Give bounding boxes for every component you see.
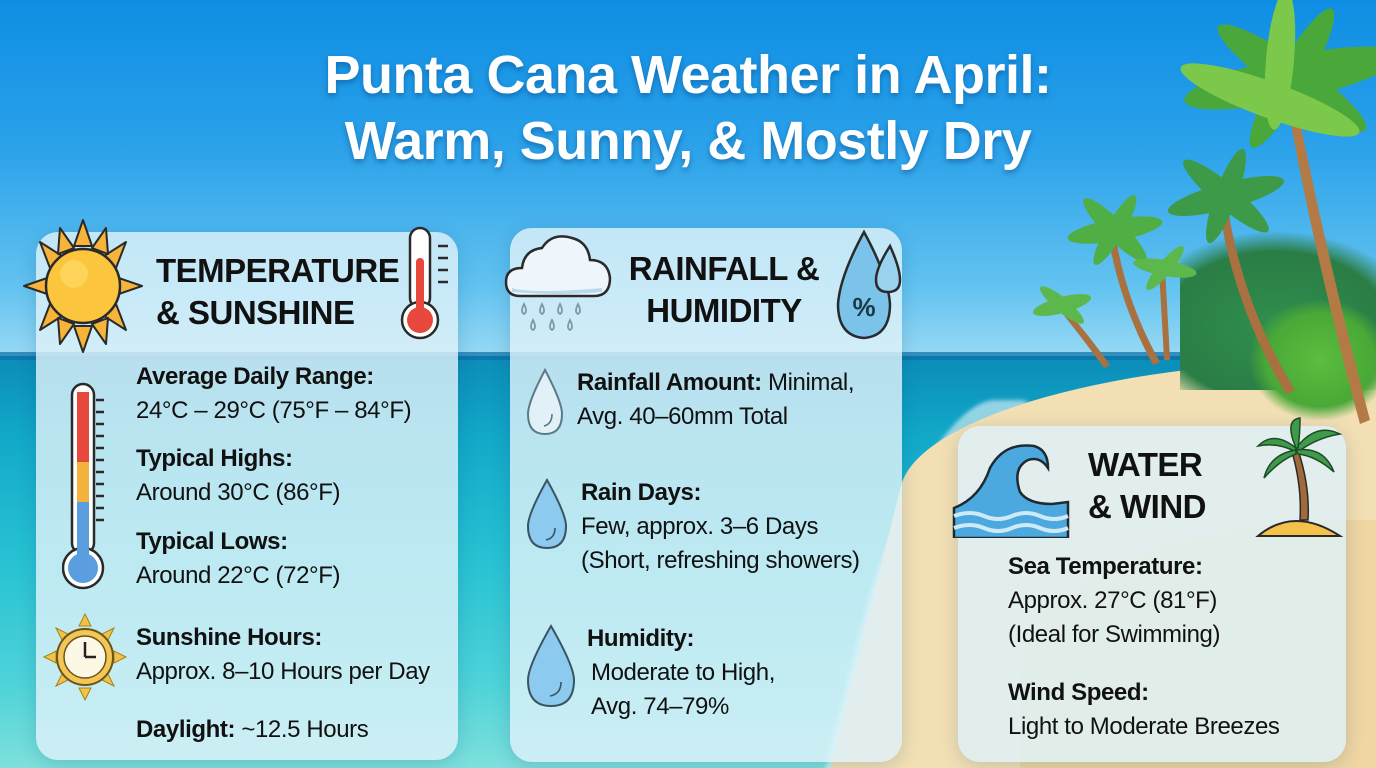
rainfall-card-heading: RAINFALL & HUMIDITY — [628, 250, 820, 329]
svg-text:%: % — [852, 292, 875, 322]
humidity-detail: Avg. 74–79% — [591, 693, 729, 720]
rain-days-detail: (Short, refreshing showers) — [581, 547, 860, 574]
humidity-row: Humidity: Moderate to High, Avg. 74–79% — [587, 624, 775, 722]
water-wind-card — [958, 426, 1346, 762]
rainfall-humidity-card — [510, 228, 902, 762]
typical-lows-label: Typical Lows: — [136, 528, 288, 555]
sea-temperature-value: Approx. 27°C (81°F) — [1008, 587, 1218, 614]
temperature-card-heading: TEMPERATURE & SUNSHINE — [156, 252, 400, 331]
average-daily-range-value: 24°C – 29°C (75°F – 84°F) — [136, 397, 412, 424]
water-card-heading: WATER & WIND — [1088, 446, 1206, 525]
thermometer-gauge-icon — [62, 382, 105, 590]
water-drop-icon — [526, 477, 568, 550]
rain-days-value: Few, approx. 3–6 Days — [581, 513, 819, 540]
title-line-2: Warm, Sunny, & Mostly Dry — [344, 111, 1032, 171]
typical-highs-row: Typical Highs: Around 30°C (86°F) — [136, 444, 340, 508]
wind-speed-value: Light to Moderate Breezes — [1008, 713, 1280, 740]
average-daily-range-row: Average Daily Range: 24°C – 29°C (75°F –… — [136, 362, 412, 426]
wave-icon — [952, 444, 1070, 538]
typical-highs-value: Around 30°C (86°F) — [136, 479, 341, 506]
sunshine-hours-label: Sunshine Hours: — [136, 624, 323, 651]
water-drop-outline-icon — [526, 367, 564, 436]
humidity-percent-drop-icon: % — [836, 229, 902, 340]
typical-lows-row: Typical Lows: Around 22°C (72°F) — [136, 527, 340, 591]
wind-speed-label: Wind Speed: — [1008, 679, 1149, 706]
sun-clock-icon — [42, 612, 128, 702]
average-daily-range-label: Average Daily Range: — [136, 363, 374, 390]
rainfall-amount-value: Minimal, — [761, 369, 855, 396]
page-title: Punta Cana Weather in April: Warm, Sunny… — [0, 42, 1376, 174]
sea-temperature-detail: (Ideal for Swimming) — [1008, 621, 1221, 648]
title-line-1: Punta Cana Weather in April: — [324, 45, 1052, 105]
rain-cloud-icon — [504, 235, 612, 332]
daylight-label: Daylight: — [136, 716, 236, 743]
sea-temperature-row: Sea Temperature: Approx. 27°C (81°F) (Id… — [1008, 552, 1220, 650]
humidity-drop-icon — [526, 623, 576, 708]
typical-lows-value: Around 22°C (72°F) — [136, 562, 341, 589]
rainfall-amount-row: Rainfall Amount: Minimal, Avg. 40–60mm T… — [577, 368, 855, 432]
sunshine-hours-row: Sunshine Hours: Approx. 8–10 Hours per D… — [136, 623, 430, 687]
sunshine-hours-value: Approx. 8–10 Hours per Day — [136, 658, 430, 685]
humidity-label: Humidity: — [587, 625, 695, 652]
sea-temperature-label: Sea Temperature: — [1008, 553, 1203, 580]
palm-trees-illustration — [1032, 0, 1376, 424]
daylight-value: ~12.5 Hours — [235, 716, 369, 743]
sun-icon — [23, 219, 143, 353]
rain-days-label: Rain Days: — [581, 479, 702, 506]
palm-island-icon — [1255, 417, 1344, 537]
typical-highs-label: Typical Highs: — [136, 445, 293, 472]
rain-days-row: Rain Days: Few, approx. 3–6 Days (Short,… — [581, 478, 860, 576]
humidity-value: Moderate to High, — [591, 659, 775, 686]
rainfall-amount-detail: Avg. 40–60mm Total — [577, 403, 788, 430]
wind-speed-row: Wind Speed: Light to Moderate Breezes — [1008, 678, 1280, 742]
daylight-row: Daylight: ~12.5 Hours — [136, 715, 369, 745]
thermometer-icon — [400, 226, 448, 340]
rainfall-amount-label: Rainfall Amount: — [577, 369, 762, 396]
